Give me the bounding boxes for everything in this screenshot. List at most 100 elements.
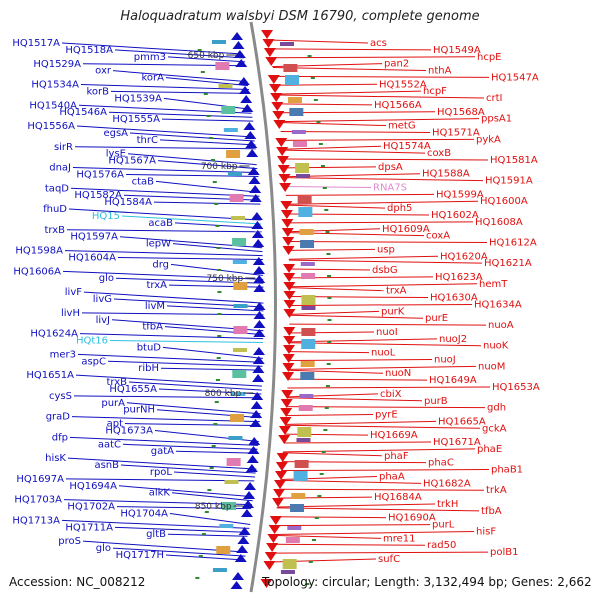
gene-label: pyrE [375, 410, 398, 421]
gene-arrow [283, 327, 296, 336]
leader-line [128, 381, 262, 391]
gene-arrow [241, 104, 254, 112]
leader-line [289, 310, 380, 315]
leader-line [169, 512, 251, 525]
leader-line [277, 103, 373, 106]
feature-block [297, 427, 312, 437]
gene-arrow [275, 138, 288, 147]
gene-arrow [282, 345, 295, 354]
gene-arrow [281, 228, 294, 237]
feature-block [285, 537, 300, 543]
gene-label: rad50 [427, 540, 456, 551]
gene-arrow [250, 410, 263, 418]
leader-line [83, 291, 264, 304]
kbp-tick-label: 850 kbp [195, 502, 232, 512]
gene-arrow [272, 498, 285, 507]
gene-label: cbiX [380, 389, 402, 400]
leader-line [288, 259, 483, 264]
gene-label: HQ1540A [29, 100, 77, 111]
gene-label: HQ1655A [109, 384, 157, 395]
gene-arrow [273, 120, 286, 129]
leader-line [279, 488, 485, 491]
gene-arrow [249, 194, 262, 202]
gene-arrow [250, 212, 263, 220]
gene-label: HQ1547A [491, 72, 539, 83]
leader-line [285, 185, 372, 188]
gene-arrow [239, 86, 252, 94]
leader-line [272, 534, 382, 539]
scale-ticks: 650 kbp 700 kbp 750 kbp 800 kbp 850 kbp [188, 49, 332, 585]
gene-label: purB [424, 396, 448, 407]
feature-block [223, 128, 238, 132]
leader-line [285, 420, 437, 425]
gene-arrow [242, 500, 255, 508]
leader-line [170, 263, 264, 276]
gene-label: HQ15 [92, 211, 120, 222]
gene-label: oxr [95, 66, 112, 77]
gene-label: metG [388, 121, 416, 132]
gene-arrow [237, 536, 250, 544]
feature-block [211, 40, 226, 44]
gene-label: nthA [428, 66, 452, 77]
gene-arrow [268, 525, 281, 534]
leader-line [282, 452, 383, 457]
gene-label: trxB [106, 377, 127, 388]
leader-line [285, 414, 374, 417]
gene-label: nuoI [376, 327, 398, 338]
gene-arrow [253, 311, 266, 319]
feature-block [232, 348, 247, 352]
leader-line [279, 122, 387, 127]
gene-arrow [243, 491, 256, 499]
leader-line [173, 471, 256, 478]
gene-arrow [276, 453, 289, 462]
gene-label: phaB1 [491, 465, 523, 476]
gene-label: korB [86, 86, 109, 97]
gene-label: HQ1634A [474, 299, 522, 310]
leader-line [61, 42, 243, 55]
gene-arrow [279, 183, 292, 192]
leader-line [288, 351, 370, 354]
gene-label: dnaJ [49, 163, 71, 174]
leader-line [120, 464, 256, 474]
gene-arrow [280, 201, 293, 210]
feature-block [291, 493, 306, 499]
leader-line [114, 526, 249, 533]
gene-label: livG [93, 294, 112, 305]
leader-line [167, 56, 246, 63]
gene-label: coxB [427, 148, 451, 159]
gene-label: HQ1600A [480, 196, 528, 207]
leader-line [270, 551, 489, 554]
leader-line [74, 146, 257, 150]
gene-label: HQ1665A [438, 416, 486, 427]
gene-label: HQ1621A [484, 258, 532, 269]
leader-line [62, 270, 264, 280]
accession-text: Accession: NC_008212 [9, 575, 146, 589]
gene-arrow [283, 300, 296, 309]
leader-line [73, 395, 261, 399]
gene-arrow [282, 237, 295, 246]
leader-line [75, 374, 263, 387]
gene-label: mer3 [50, 349, 76, 360]
feature-block [215, 62, 230, 70]
gene-arrow [275, 462, 288, 471]
leader-line [288, 248, 376, 251]
gene-label: asnB [94, 460, 119, 471]
feature-block [296, 174, 311, 178]
leader-line [125, 173, 259, 177]
feature-block [233, 282, 248, 290]
feature-block [212, 568, 227, 572]
gene-arrow [278, 435, 291, 444]
gene-label: lysE [106, 149, 126, 160]
gene-label: apt [107, 419, 123, 430]
feature-block [229, 194, 244, 202]
leader-line [287, 386, 491, 389]
feature-block [284, 75, 299, 85]
leader-line [67, 457, 257, 470]
gene-arrow [235, 59, 248, 67]
gene-arrows [230, 30, 296, 589]
gene-label: trkA [486, 485, 507, 496]
gene-label: glo [96, 543, 111, 554]
gene-label: HQ1556A [27, 121, 75, 132]
feature-block [287, 526, 302, 530]
gene-label: HQ1623A [435, 272, 483, 283]
